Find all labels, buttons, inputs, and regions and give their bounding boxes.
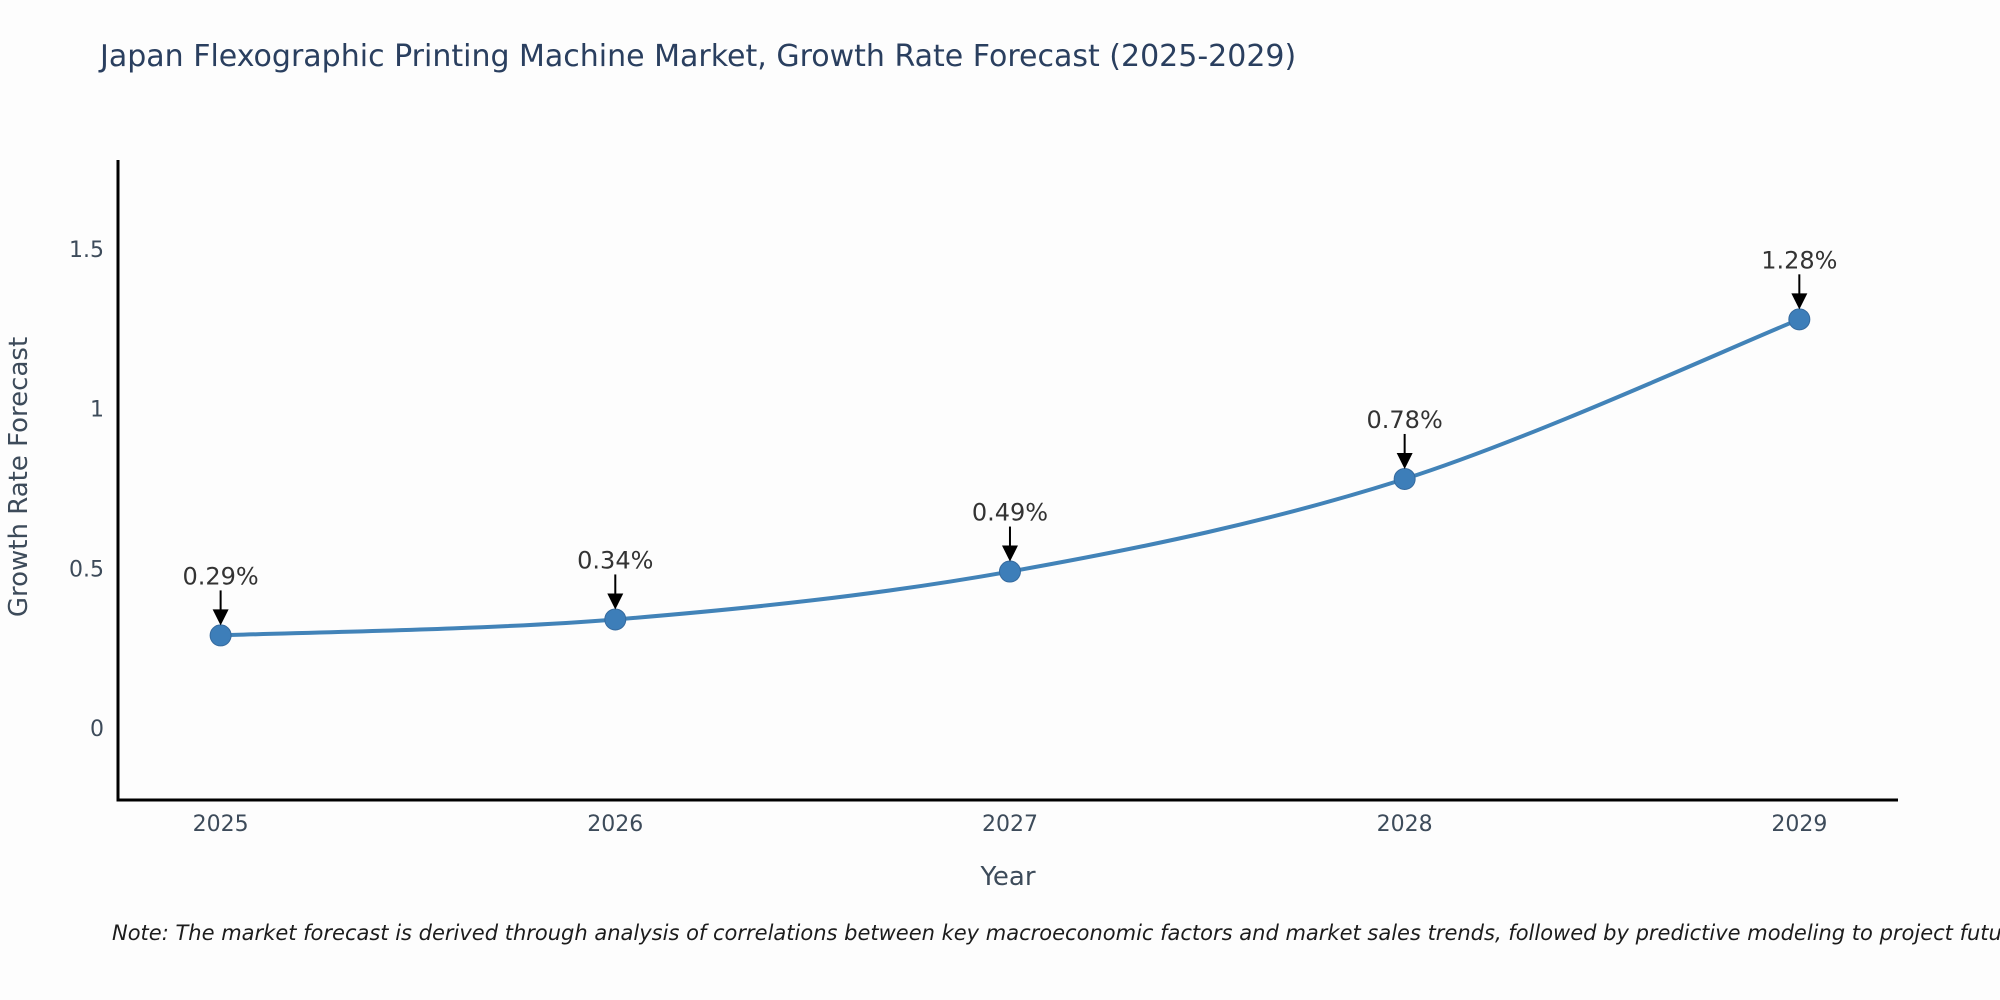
- data-point-marker: [1393, 467, 1416, 490]
- forecast-line: [218, 317, 1802, 638]
- y-axis-title: Growth Rate Forecast: [4, 337, 34, 617]
- x-tick-label: 2028: [1377, 812, 1433, 837]
- y-tick-label: 1.5: [69, 238, 104, 263]
- annotation-arrowhead-icon: [607, 593, 624, 610]
- x-tick-label: 2027: [982, 812, 1038, 837]
- footnote: Note: The market forecast is derived thr…: [112, 921, 2000, 945]
- plot-area: 2025 2026 2027 2028 2029 0 0.5 1 1.5 0.29% 0.34% 0.…: [69, 160, 1898, 837]
- data-point-label: 0.49%: [972, 499, 1048, 527]
- data-point-marker: [998, 560, 1021, 583]
- data-point-label: 0.34%: [577, 546, 653, 574]
- data-point-label: 0.29%: [182, 562, 258, 590]
- axis-spines: [116, 160, 1898, 802]
- y-tick-label: 1: [90, 398, 104, 423]
- annotation-arrowhead-icon: [212, 609, 229, 626]
- data-point-label: 1.28%: [1761, 246, 1837, 274]
- x-tick-label: 2025: [193, 812, 249, 837]
- annotation-arrowhead-icon: [1396, 452, 1413, 469]
- data-point-label: 0.78%: [1367, 406, 1443, 434]
- annotation-arrowhead-icon: [1001, 545, 1018, 562]
- annotation-arrowhead-icon: [1791, 293, 1808, 310]
- x-tick-label: 2026: [587, 812, 643, 837]
- data-point-marker: [1788, 308, 1811, 331]
- y-tick-label: 0: [90, 717, 104, 742]
- x-axis-title: Year: [979, 862, 1035, 892]
- x-tick-label: 2029: [1771, 812, 1827, 837]
- y-tick-label: 0.5: [69, 557, 104, 582]
- chart-title: Japan Flexographic Printing Machine Mark…: [98, 39, 1296, 74]
- data-point-marker: [209, 624, 232, 647]
- data-point-marker: [604, 608, 627, 631]
